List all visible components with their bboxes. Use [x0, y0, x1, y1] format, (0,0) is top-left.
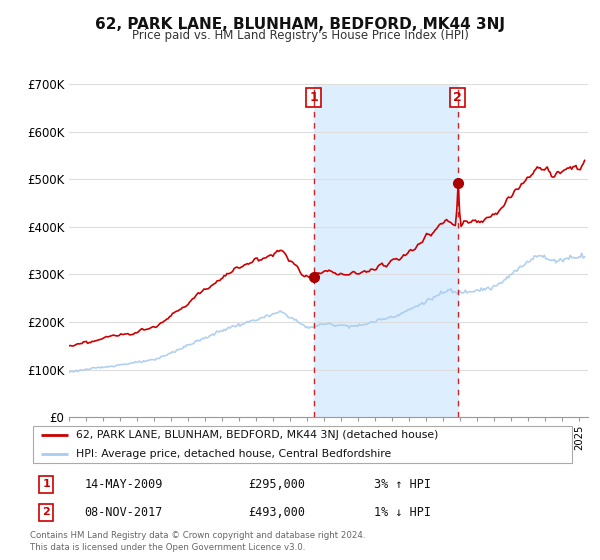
Text: £295,000: £295,000: [248, 478, 305, 491]
Text: Contains HM Land Registry data © Crown copyright and database right 2024.
This d: Contains HM Land Registry data © Crown c…: [30, 531, 365, 552]
Text: 2: 2: [454, 91, 462, 104]
Text: 1: 1: [43, 479, 50, 489]
Text: 3% ↑ HPI: 3% ↑ HPI: [374, 478, 431, 491]
Text: 62, PARK LANE, BLUNHAM, BEDFORD, MK44 3NJ: 62, PARK LANE, BLUNHAM, BEDFORD, MK44 3N…: [95, 17, 505, 32]
Text: HPI: Average price, detached house, Central Bedfordshire: HPI: Average price, detached house, Cent…: [76, 449, 392, 459]
Text: £493,000: £493,000: [248, 506, 305, 519]
FancyBboxPatch shape: [33, 426, 572, 463]
Text: 08-NOV-2017: 08-NOV-2017: [85, 506, 163, 519]
Text: 1% ↓ HPI: 1% ↓ HPI: [374, 506, 431, 519]
Text: Price paid vs. HM Land Registry's House Price Index (HPI): Price paid vs. HM Land Registry's House …: [131, 29, 469, 42]
Text: 1: 1: [309, 91, 318, 104]
Text: 62, PARK LANE, BLUNHAM, BEDFORD, MK44 3NJ (detached house): 62, PARK LANE, BLUNHAM, BEDFORD, MK44 3N…: [76, 431, 439, 440]
Text: 2: 2: [43, 507, 50, 517]
Text: 14-MAY-2009: 14-MAY-2009: [85, 478, 163, 491]
Bar: [314, 84, 458, 417]
